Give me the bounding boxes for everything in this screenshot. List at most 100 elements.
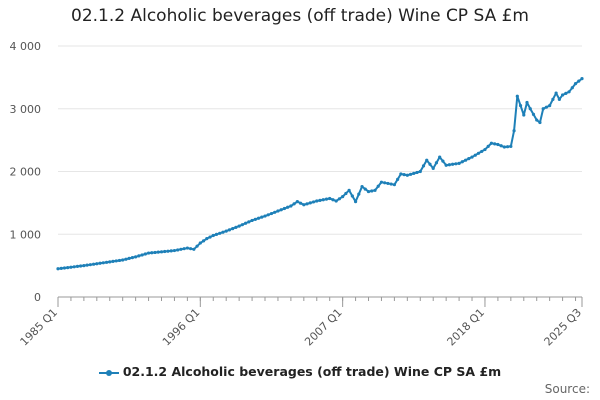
data-point	[318, 198, 322, 202]
data-point	[538, 120, 542, 125]
data-point	[137, 254, 141, 258]
y-tick-label: 3 000	[10, 103, 42, 116]
data-point	[134, 255, 138, 259]
data-point	[396, 177, 400, 181]
x-tick-label: 1985 Q1	[18, 306, 61, 349]
data-point	[153, 250, 157, 255]
data-point	[224, 229, 228, 233]
data-point	[363, 187, 367, 191]
data-point	[434, 161, 439, 165]
data-point	[570, 86, 574, 90]
y-tick-label: 1 000	[10, 228, 42, 241]
data-point	[353, 200, 358, 204]
data-point	[82, 264, 86, 268]
data-point	[221, 230, 225, 234]
data-point	[412, 171, 416, 175]
data-point	[444, 163, 448, 167]
data-point	[276, 209, 280, 213]
data-point	[292, 202, 296, 206]
grid-layer	[58, 45, 582, 235]
data-point	[263, 214, 267, 218]
x-tick-label: 2007 Q1	[302, 306, 345, 349]
data-point	[182, 247, 186, 251]
data-point	[473, 153, 477, 157]
data-point	[185, 246, 189, 250]
data-point	[234, 225, 238, 229]
x-tick-label: 1996 Q1	[160, 306, 203, 349]
data-point	[130, 256, 134, 260]
data-point	[231, 227, 235, 231]
data-point	[72, 265, 76, 269]
data-point	[295, 200, 299, 204]
data-point	[192, 247, 196, 251]
data-point	[121, 258, 125, 262]
data-point	[273, 210, 277, 214]
data-point	[376, 184, 380, 188]
data-point	[218, 231, 222, 235]
data-point	[357, 192, 361, 196]
legend[interactable]: 02.1.2 Alcoholic beverages (off trade) W…	[0, 364, 600, 379]
data-point	[451, 162, 455, 166]
data-point	[159, 250, 164, 254]
data-point	[286, 205, 290, 209]
data-point	[256, 216, 261, 220]
data-point	[370, 189, 374, 193]
data-point	[535, 118, 539, 122]
data-point	[512, 129, 516, 133]
data-point	[496, 142, 500, 147]
data-point	[554, 91, 558, 95]
data-point	[172, 248, 177, 253]
data-point	[399, 172, 403, 176]
data-point	[405, 173, 409, 177]
data-point	[150, 251, 154, 255]
data-point	[383, 181, 387, 185]
data-point	[425, 158, 429, 162]
data-point	[201, 239, 206, 243]
series-line	[57, 77, 583, 270]
data-point	[59, 266, 63, 270]
data-point	[88, 263, 92, 267]
data-point	[460, 160, 464, 164]
data-point	[237, 224, 241, 228]
data-point	[250, 218, 254, 223]
data-point	[344, 191, 348, 196]
source-label: Source:	[544, 382, 590, 396]
data-point	[499, 144, 503, 148]
data-point	[366, 189, 371, 194]
data-point	[551, 97, 555, 101]
data-point	[298, 201, 303, 205]
data-point	[179, 247, 183, 251]
data-point	[79, 264, 83, 268]
data-point	[415, 170, 419, 175]
data-point	[253, 217, 257, 221]
data-point	[140, 253, 144, 257]
data-point	[143, 252, 147, 256]
data-point	[334, 199, 338, 203]
data-point	[62, 266, 67, 270]
data-point	[341, 195, 345, 199]
data-point	[389, 182, 393, 186]
data-point	[541, 107, 545, 111]
chart-title: 02.1.2 Alcoholic beverages (off trade) W…	[71, 6, 529, 26]
x-tick-label: 2025 Q3	[542, 306, 585, 349]
data-point	[247, 220, 251, 224]
data-point	[402, 173, 406, 177]
data-point	[483, 147, 487, 152]
data-point	[522, 113, 526, 117]
data-point	[176, 248, 180, 252]
data-point	[560, 93, 565, 97]
x-tick-label: 2018 Q1	[445, 306, 488, 349]
data-point	[328, 196, 332, 201]
data-point	[428, 162, 432, 166]
data-point	[489, 141, 494, 145]
data-point	[418, 169, 422, 174]
data-point	[502, 145, 506, 149]
data-point	[146, 251, 151, 255]
series-layer	[56, 77, 584, 271]
data-point	[518, 104, 523, 108]
data-point	[189, 247, 193, 251]
data-point	[308, 201, 312, 205]
data-point	[386, 181, 390, 186]
data-point	[467, 157, 471, 161]
